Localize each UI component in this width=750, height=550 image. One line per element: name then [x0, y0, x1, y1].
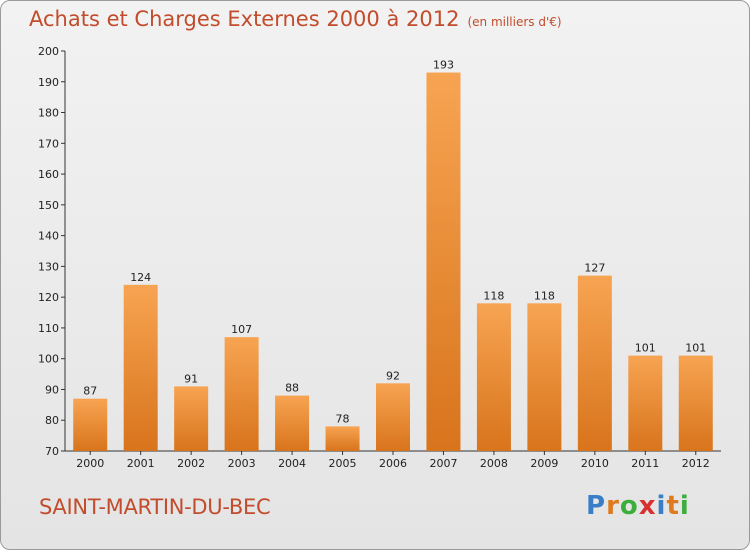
bar — [678, 355, 713, 451]
x-tick-label: 2012 — [682, 457, 710, 470]
data-label: 107 — [231, 323, 252, 336]
bar — [174, 386, 209, 451]
x-tick-label: 2011 — [631, 457, 659, 470]
bar — [527, 303, 562, 451]
bar — [73, 398, 108, 451]
chart-title-text: Achats et Charges Externes 2000 à 2012 — [29, 7, 460, 31]
x-tick-label: 2003 — [228, 457, 256, 470]
x-tick-label: 2010 — [581, 457, 609, 470]
data-label: 118 — [534, 289, 555, 302]
data-label: 101 — [635, 342, 656, 355]
y-tick-label: 170 — [38, 137, 59, 150]
logo-letter: o — [619, 491, 639, 521]
logo-letter: x — [638, 491, 657, 521]
bar — [628, 355, 663, 451]
y-tick-label: 90 — [45, 383, 59, 396]
y-tick-label: 190 — [38, 76, 59, 89]
x-tick-label: 2008 — [480, 457, 508, 470]
x-tick-label: 2006 — [379, 457, 407, 470]
data-label: 193 — [433, 59, 454, 72]
logo-letter: t — [666, 491, 680, 521]
x-tick-label: 2009 — [530, 457, 558, 470]
data-label: 101 — [685, 342, 706, 355]
y-tick-label: 70 — [45, 445, 59, 458]
logo-letter: i — [656, 491, 667, 521]
data-label: 92 — [386, 369, 400, 382]
y-tick-label: 200 — [38, 45, 59, 58]
x-tick-label: 2002 — [177, 457, 205, 470]
data-labels: 87 124 91 107 88 78 92 193 118 118 127 101 101 — [83, 59, 706, 426]
bar — [376, 383, 410, 451]
logo-letter: r — [606, 491, 620, 521]
y-tick-label: 110 — [38, 322, 59, 335]
bar — [476, 303, 511, 451]
y-tick-label: 140 — [38, 230, 59, 243]
x-tick-label: 2005 — [329, 457, 357, 470]
data-label: 87 — [83, 385, 97, 398]
x-tick-label: 2004 — [278, 457, 306, 470]
logo-letter: i — [679, 491, 690, 521]
data-label: 88 — [285, 382, 299, 395]
x-tick-label: 2000 — [76, 457, 104, 470]
logo-letter: P — [586, 491, 607, 521]
data-label: 118 — [483, 289, 504, 302]
y-tick-label: 80 — [45, 414, 59, 427]
y-tick-label: 180 — [38, 107, 59, 120]
bar — [325, 426, 360, 451]
y-tick-label: 120 — [38, 291, 59, 304]
commune-name: SAINT-MARTIN-DU-BEC — [39, 495, 271, 519]
chart-subtitle: (en milliers d'€) — [467, 15, 562, 29]
bar — [123, 284, 158, 451]
bar — [275, 395, 310, 451]
bars — [73, 72, 713, 452]
y-tick-label: 130 — [38, 260, 59, 273]
data-label: 124 — [130, 271, 151, 284]
data-label: 91 — [184, 372, 198, 385]
y-tick-label: 160 — [38, 168, 59, 181]
bar — [426, 72, 461, 452]
y-tick-label: 100 — [38, 353, 59, 366]
bar — [224, 337, 259, 451]
bar — [577, 275, 612, 451]
y-tick-label: 150 — [38, 199, 59, 212]
data-label: 78 — [336, 412, 350, 425]
proxiti-logo: Proxiti — [586, 491, 690, 521]
data-label: 127 — [584, 262, 605, 275]
x-tick-label: 2001 — [127, 457, 155, 470]
x-tick-label: 2007 — [429, 457, 457, 470]
axes: 7080901001101201301401501601701801902002… — [38, 45, 721, 470]
chart-title: Achats et Charges Externes 2000 à 2012 (e… — [29, 7, 562, 31]
